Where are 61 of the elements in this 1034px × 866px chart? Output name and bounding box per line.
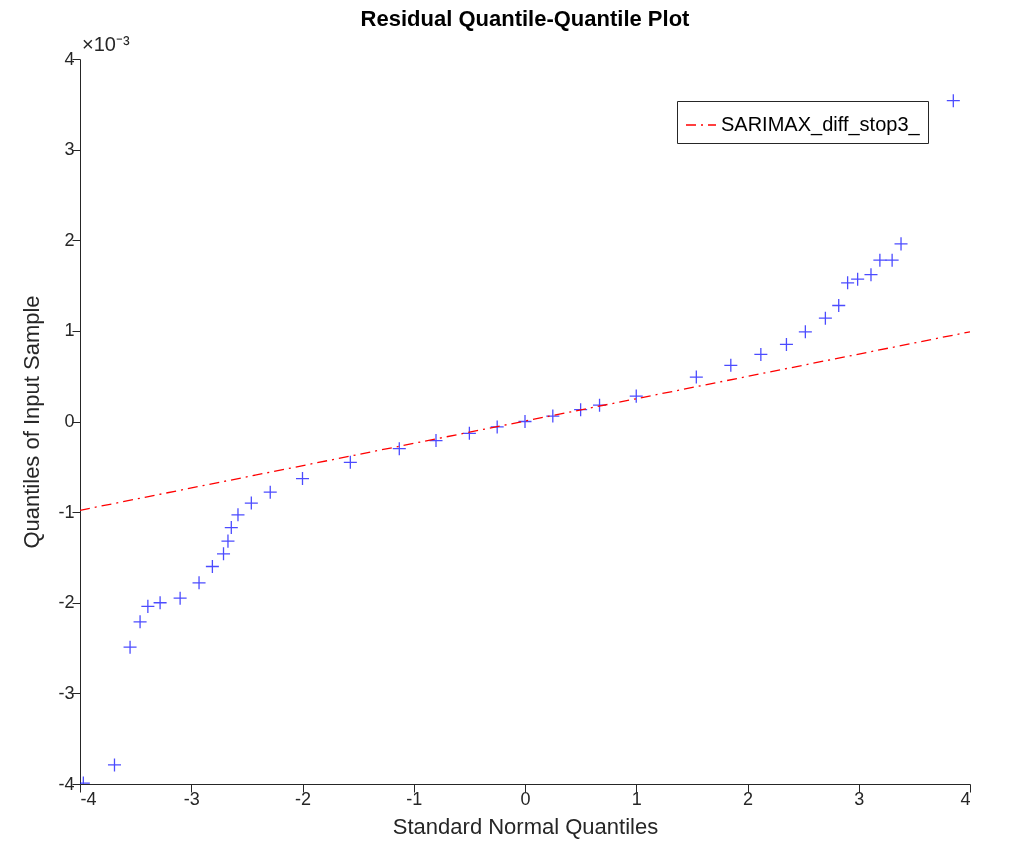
point xyxy=(122,639,138,655)
point xyxy=(629,388,644,404)
y-tick-label: 0 xyxy=(64,411,75,431)
point xyxy=(224,520,239,535)
point xyxy=(517,414,533,429)
x-tick-label: -1 xyxy=(406,788,423,809)
point xyxy=(946,93,961,108)
y-tick-label: 3 xyxy=(64,139,75,160)
point xyxy=(462,426,477,441)
x-tick-label: -3 xyxy=(183,788,200,809)
point xyxy=(573,402,588,417)
point xyxy=(863,267,879,282)
point xyxy=(689,369,704,385)
point xyxy=(893,236,909,252)
y-axis-title: Quantiles of Input Sample xyxy=(19,295,45,549)
point xyxy=(779,337,794,352)
point xyxy=(840,275,855,291)
point xyxy=(545,408,560,424)
x-tick-label: -4 xyxy=(80,788,97,809)
point xyxy=(818,311,833,326)
point xyxy=(132,614,148,629)
point xyxy=(191,575,207,590)
point xyxy=(850,272,865,287)
point xyxy=(220,533,236,549)
point xyxy=(723,358,738,373)
point xyxy=(244,495,259,511)
point xyxy=(205,559,220,574)
point xyxy=(216,546,231,561)
point xyxy=(295,471,310,486)
x-axis-title: Standard Normal Quantiles xyxy=(392,813,659,839)
x-tick-label: 1 xyxy=(631,788,642,809)
x-tick-label: -2 xyxy=(294,788,312,809)
point xyxy=(884,253,900,268)
point xyxy=(140,599,156,614)
x-tick-label: 4 xyxy=(960,788,971,809)
y-tick-label: -3 xyxy=(58,682,75,703)
point xyxy=(490,419,505,435)
point xyxy=(428,433,444,448)
text: ×10⁻³ xyxy=(82,33,130,55)
point xyxy=(263,485,278,500)
point xyxy=(798,324,813,339)
y-tick-label: 2 xyxy=(64,229,75,250)
y-tick-label: 4 xyxy=(64,48,75,69)
x-tick-label: 2 xyxy=(742,788,754,809)
point xyxy=(392,441,407,456)
y-tick-label: 1 xyxy=(64,320,75,341)
x-tick-label: 3 xyxy=(854,788,865,809)
y-tick-label: -2 xyxy=(58,592,75,613)
x-tick-label: 0 xyxy=(520,788,531,809)
point xyxy=(107,757,122,773)
legend-label: SARIMAX_diff_stop3_ xyxy=(721,113,921,136)
chart-title: Residual Quantile-Quantile Plot xyxy=(360,6,691,31)
point xyxy=(872,253,888,268)
point xyxy=(152,595,168,610)
point xyxy=(343,455,358,470)
y-tick-label: -4 xyxy=(58,773,75,794)
point xyxy=(753,347,769,362)
y-tick-label: -1 xyxy=(58,501,75,522)
point xyxy=(831,298,846,313)
point xyxy=(230,507,246,523)
point xyxy=(172,591,188,606)
